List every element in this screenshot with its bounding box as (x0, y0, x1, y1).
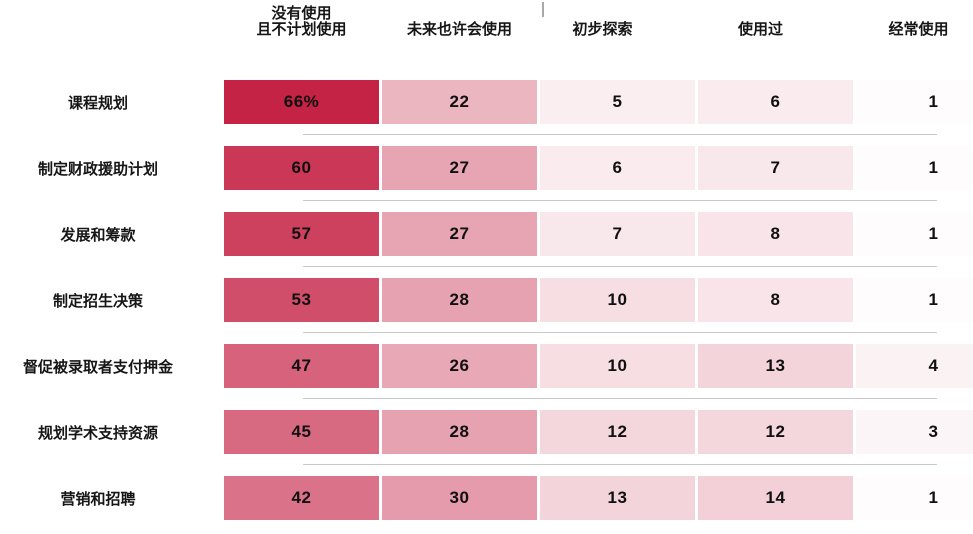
heatmap-cell: 7 (698, 146, 853, 190)
heatmap-cell: 14 (698, 476, 853, 520)
heatmap-cell: 66% (224, 80, 379, 124)
heatmap-cell: 30 (382, 476, 537, 520)
table-row: 督促被录取者支付押金 47 26 10 13 4 (0, 344, 973, 388)
column-header-line: 初步探索 (572, 21, 633, 38)
heatmap-cell: 12 (698, 410, 853, 454)
column-header-line: 使用过 (737, 21, 783, 38)
row-divider-line (303, 464, 937, 465)
row-divider (0, 388, 973, 410)
heatmap-cell: 1 (856, 278, 973, 322)
heatmap-cell: 1 (856, 212, 973, 256)
heatmap-cell: 1 (856, 476, 973, 520)
row-divider-line (303, 266, 937, 267)
column-header-col-frequent: 经常使用 (841, 22, 973, 40)
heatmap-cell: 60 (224, 146, 379, 190)
heatmap-cell: 10 (540, 278, 695, 322)
heatmap-cell: 47 (224, 344, 379, 388)
row-divider (0, 124, 973, 146)
row-divider (0, 256, 973, 278)
row-label: 制定招生决策 (52, 292, 143, 310)
heatmap-cell: 53 (224, 278, 379, 322)
row-label: 制定财政援助计划 (37, 160, 158, 178)
heatmap-cell: 22 (382, 80, 537, 124)
heatmap-cell: 10 (540, 344, 695, 388)
row-divider-line (303, 134, 937, 135)
heatmap-cell: 6 (698, 80, 853, 124)
heatmap-cell: 1 (856, 146, 973, 190)
heatmap-rows: 课程规划 66% 22 5 6 1 制定财政援助计划 60 27 6 7 1 发展和筹款 57 27 7 8 1 制… (0, 80, 973, 520)
row-label: 营销和招聘 (60, 490, 136, 508)
heatmap-cell: 7 (540, 212, 695, 256)
column-header-col-used: 使用过 (683, 22, 838, 40)
heatmap-cell: 26 (382, 344, 537, 388)
column-header-col-no-use: 没有使用 且不计划使用 (224, 6, 379, 40)
heatmap-cell: 13 (540, 476, 695, 520)
heatmap-cell: 45 (224, 410, 379, 454)
heatmap-cell: 5 (540, 80, 695, 124)
heatmap-cell: 27 (382, 146, 537, 190)
heatmap-cell: 28 (382, 410, 537, 454)
row-divider-line (303, 200, 937, 201)
heatmap-cell: 8 (698, 278, 853, 322)
row-divider-line (303, 332, 937, 333)
column-header-line: 经常使用 (888, 21, 949, 38)
heatmap-cell: 6 (540, 146, 695, 190)
heatmap-cell: 4 (856, 344, 973, 388)
heatmap-cell: 57 (224, 212, 379, 256)
row-divider (0, 190, 973, 212)
table-row: 课程规划 66% 22 5 6 1 (0, 80, 973, 124)
heatmap-cell: 1 (856, 80, 973, 124)
row-label: 课程规划 (67, 94, 128, 112)
column-header-line: 未来也许会使用 (406, 21, 512, 38)
heatmap-cell: 13 (698, 344, 853, 388)
table-row: 制定财政援助计划 60 27 6 7 1 (0, 146, 973, 190)
row-label: 规划学术支持资源 (37, 424, 158, 442)
row-label: 督促被录取者支付押金 (22, 358, 173, 376)
heatmap-cell: 8 (698, 212, 853, 256)
column-header-col-exploring: 初步探索 (525, 22, 680, 40)
table-row: 发展和筹款 57 27 7 8 1 (0, 212, 973, 256)
row-divider (0, 454, 973, 476)
row-divider-line (303, 398, 937, 399)
row-divider (0, 322, 973, 344)
heatmap-cell: 27 (382, 212, 537, 256)
column-header-line: 且不计划使用 (256, 21, 347, 38)
column-header-line: 没有使用 (271, 5, 332, 22)
heatmap-cell: 12 (540, 410, 695, 454)
header-tick-mark (542, 2, 544, 17)
column-header-col-maybe-future: 未来也许会使用 (382, 22, 537, 40)
heatmap-cell: 28 (382, 278, 537, 322)
column-headers: 没有使用 且不计划使用 未来也许会使用 初步探索 使用过 经常使用 (0, 0, 973, 40)
row-label: 发展和筹款 (60, 226, 136, 244)
heatmap-cell: 42 (224, 476, 379, 520)
table-row: 制定招生决策 53 28 10 8 1 (0, 278, 973, 322)
table-row: 营销和招聘 42 30 13 14 1 (0, 476, 973, 520)
table-row: 规划学术支持资源 45 28 12 12 3 (0, 410, 973, 454)
heatmap-cell: 3 (856, 410, 973, 454)
